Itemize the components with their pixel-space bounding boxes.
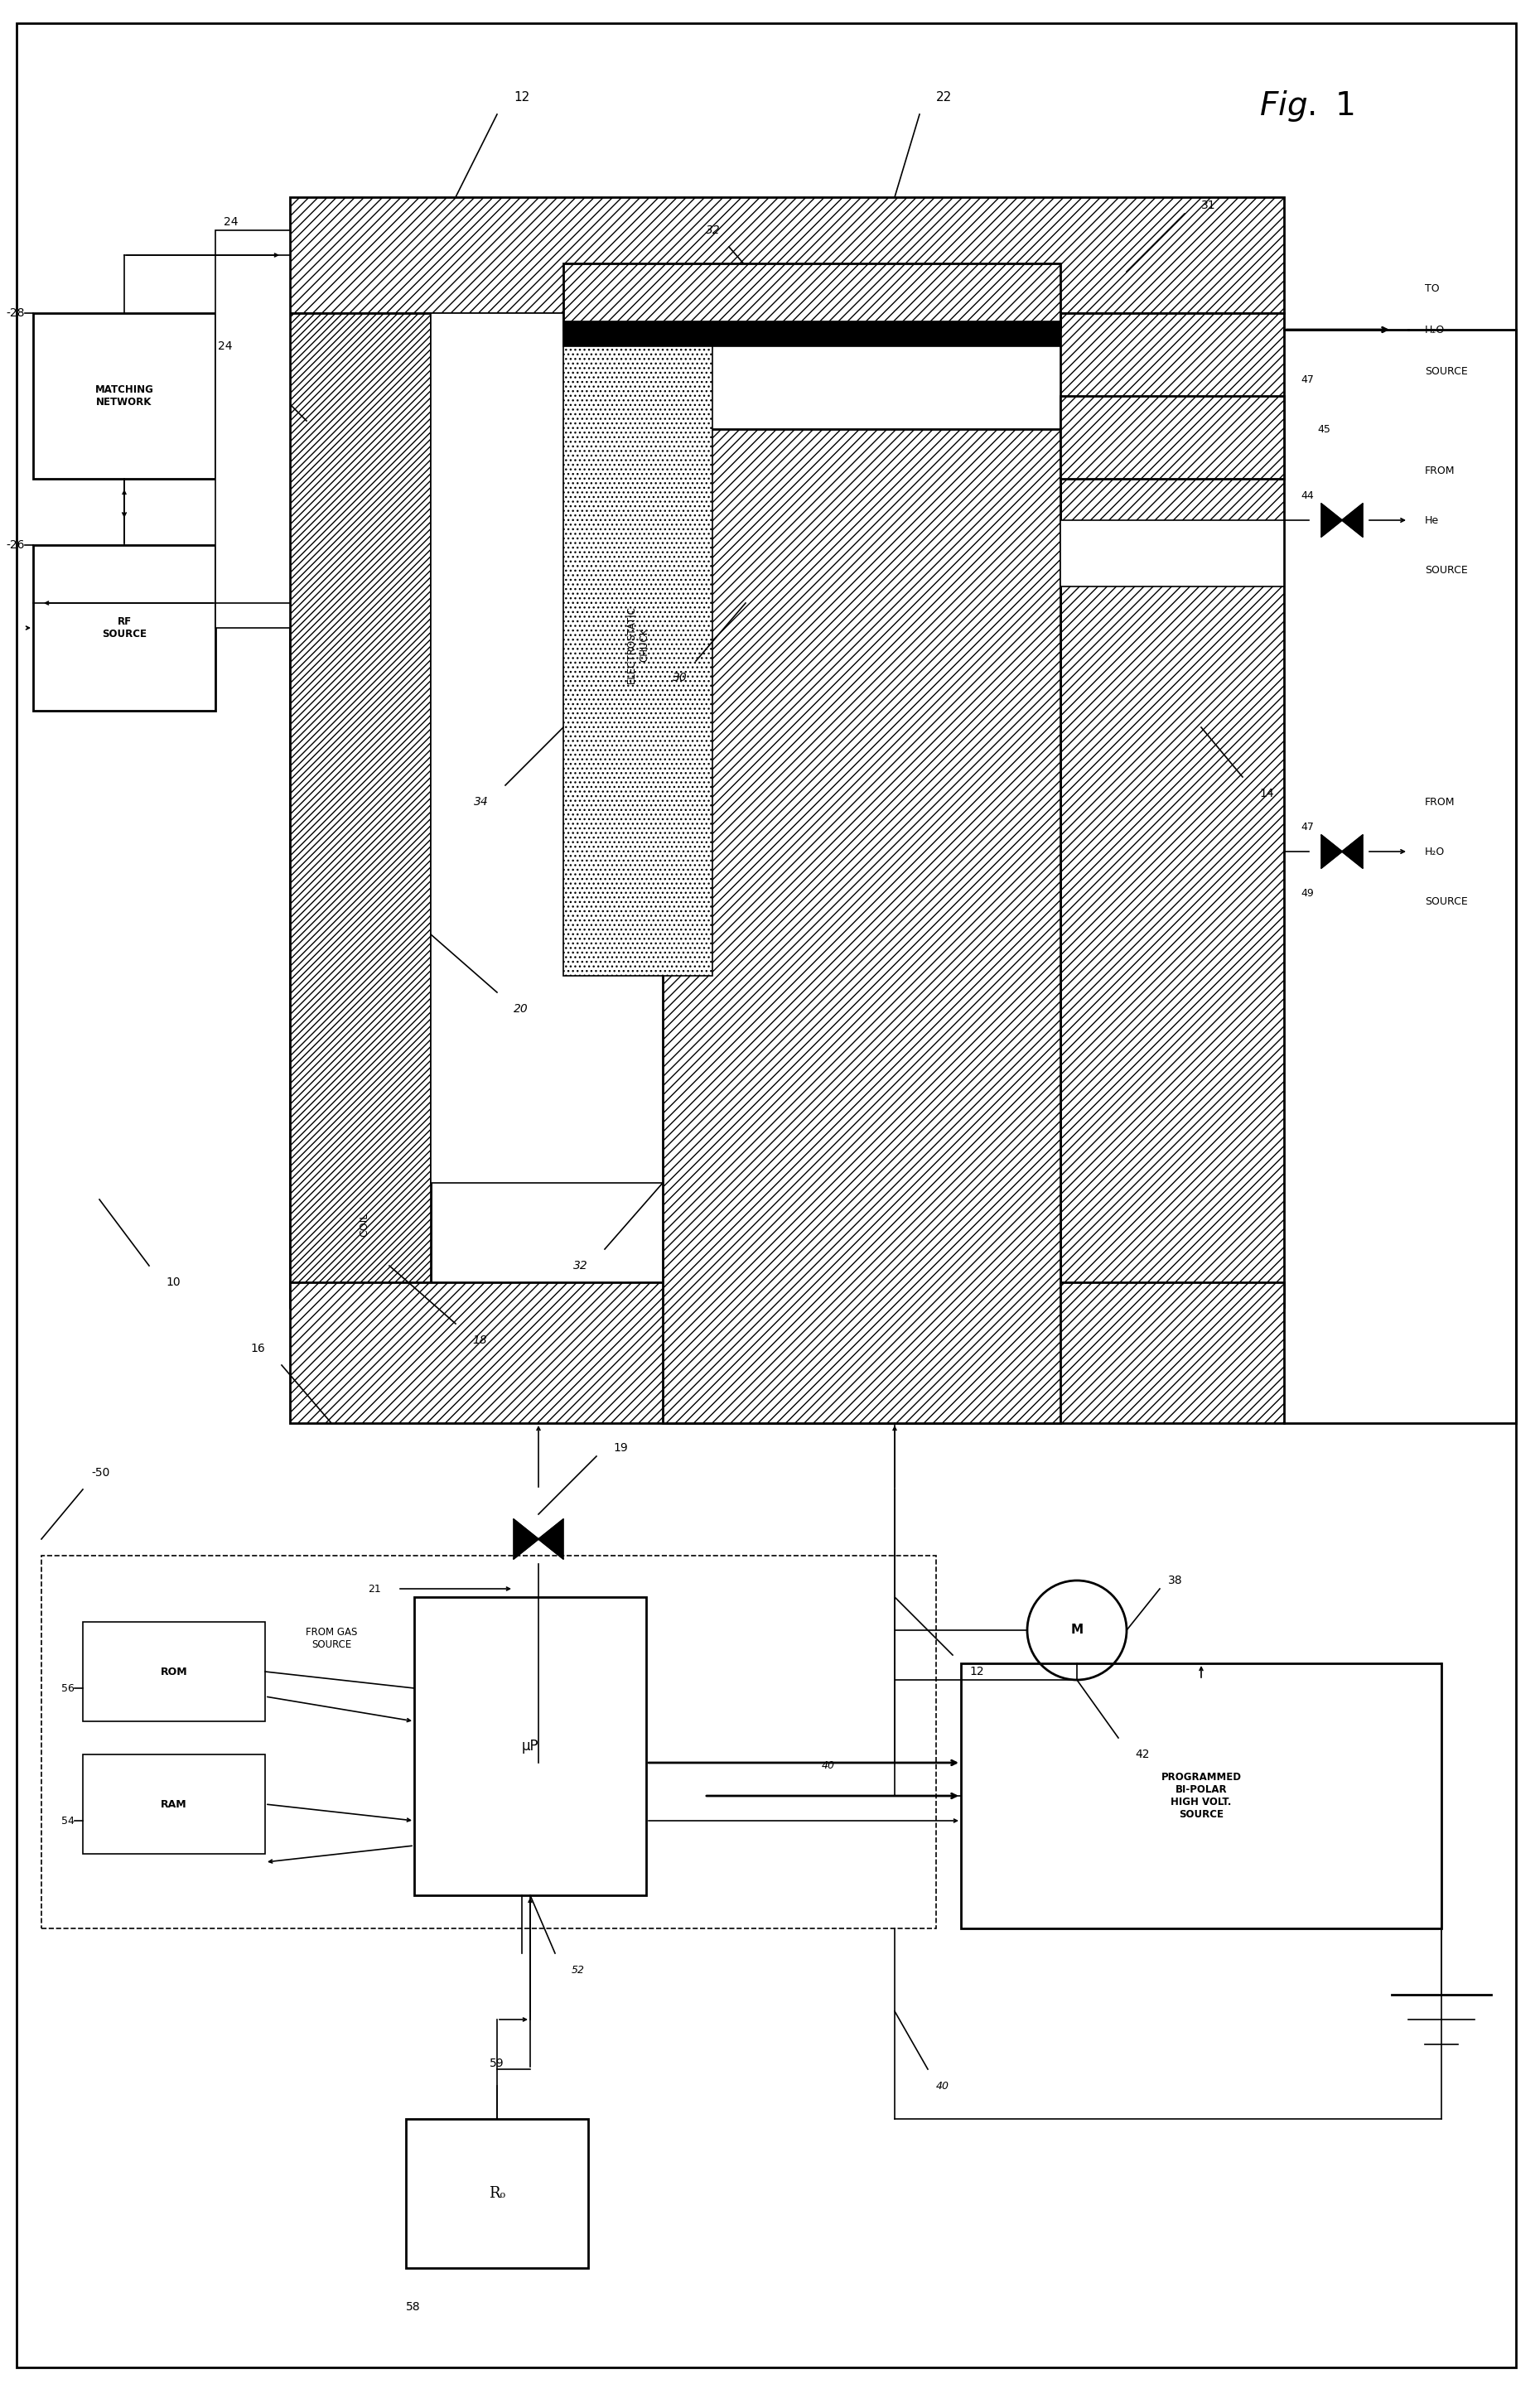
Text: 32: 32 [705,224,721,236]
Text: FROM: FROM [1424,465,1455,477]
Bar [407,2119,588,2267]
Bar [662,429,1061,1423]
Text: 42: 42 [1135,1747,1149,1759]
Text: M: M [1070,1624,1083,1635]
Text: 18: 18 [473,1335,487,1347]
Bar [34,312,216,479]
Bar [564,322,1061,346]
Text: COIL: COIL [359,1211,370,1237]
Text: 40: 40 [822,1759,835,1771]
Text: -26: -26 [6,539,25,551]
Text: 20: 20 [514,1004,528,1016]
Text: SOURCE: SOURCE [1424,565,1468,575]
Text: 58: 58 [407,2301,420,2312]
Text: 30: 30 [673,672,687,684]
Text: 52: 52 [571,1964,585,1976]
Text: 44: 44 [1301,491,1314,501]
Bar [290,1283,1284,1423]
Text: 56: 56 [62,1683,74,1693]
Bar [290,312,431,1306]
Text: FROM GAS
SOURCE: FROM GAS SOURCE [305,1626,357,1650]
Text: TO: TO [1424,284,1440,293]
Text: ELECTROSTATIC
CHUCK: ELECTROSTATIC CHUCK [627,606,650,684]
Text: 54: 54 [62,1814,74,1826]
Text: 19: 19 [613,1442,628,1454]
Bar [290,198,1284,312]
Text: H₂O: H₂O [1424,324,1445,336]
Text: 12: 12 [514,91,530,105]
Text: 21: 21 [368,1583,380,1595]
Polygon shape [1321,834,1341,868]
Bar [216,231,290,627]
Text: 59: 59 [490,2057,504,2069]
Bar [83,1755,265,1855]
Bar [83,1621,265,1721]
Text: 24: 24 [217,341,233,353]
Text: 34: 34 [474,796,488,808]
Bar [42,1557,936,1929]
Polygon shape [1341,834,1363,868]
Text: 10: 10 [166,1275,180,1287]
Text: 40: 40 [936,2081,949,2091]
Text: Rₒ: Rₒ [488,2186,505,2200]
Text: He: He [1424,515,1438,524]
Bar [1061,520,1284,586]
Bar [564,262,1061,329]
Text: RAM: RAM [160,1800,186,1809]
Text: 32: 32 [573,1259,588,1271]
Text: PROGRAMMED
BI-POLAR
HIGH VOLT.
SOURCE: PROGRAMMED BI-POLAR HIGH VOLT. SOURCE [1161,1771,1241,1819]
Text: 14: 14 [1260,787,1274,799]
Bar [34,546,216,710]
Text: MATCHING
NETWORK: MATCHING NETWORK [95,384,154,408]
Bar [1061,396,1284,479]
Text: 12: 12 [969,1666,984,1678]
Text: 16: 16 [251,1342,265,1354]
Text: -28: -28 [6,308,25,319]
Text: μP: μP [522,1738,539,1755]
Text: 31: 31 [1201,200,1215,212]
Text: SOURCE: SOURCE [1424,896,1468,906]
Text: 49: 49 [1301,887,1314,899]
Text: $\mathit{Fig.}$ $\mathit{1}$: $\mathit{Fig.}$ $\mathit{1}$ [1260,88,1354,124]
Text: FROM: FROM [1424,796,1455,808]
Polygon shape [1341,503,1363,536]
Bar [961,1664,1441,1929]
Polygon shape [539,1519,564,1559]
Polygon shape [514,1519,539,1559]
Text: -50: -50 [91,1466,109,1478]
Text: ROM: ROM [160,1666,188,1676]
Text: 47: 47 [1301,374,1314,384]
Bar [290,312,431,1306]
Text: H₂O: H₂O [1424,846,1445,856]
Bar [1061,312,1284,1306]
Text: SOURCE: SOURCE [1424,365,1468,377]
Text: 22: 22 [936,91,952,105]
Text: 45: 45 [1317,424,1331,434]
Polygon shape [1321,503,1341,536]
Bar [414,1597,647,1895]
Bar [431,312,1061,1182]
Text: RF
SOURCE: RF SOURCE [102,617,146,639]
Text: 24: 24 [223,217,239,229]
Bar [564,312,713,975]
Text: 47: 47 [1301,822,1314,832]
Text: 38: 38 [1167,1576,1183,1585]
